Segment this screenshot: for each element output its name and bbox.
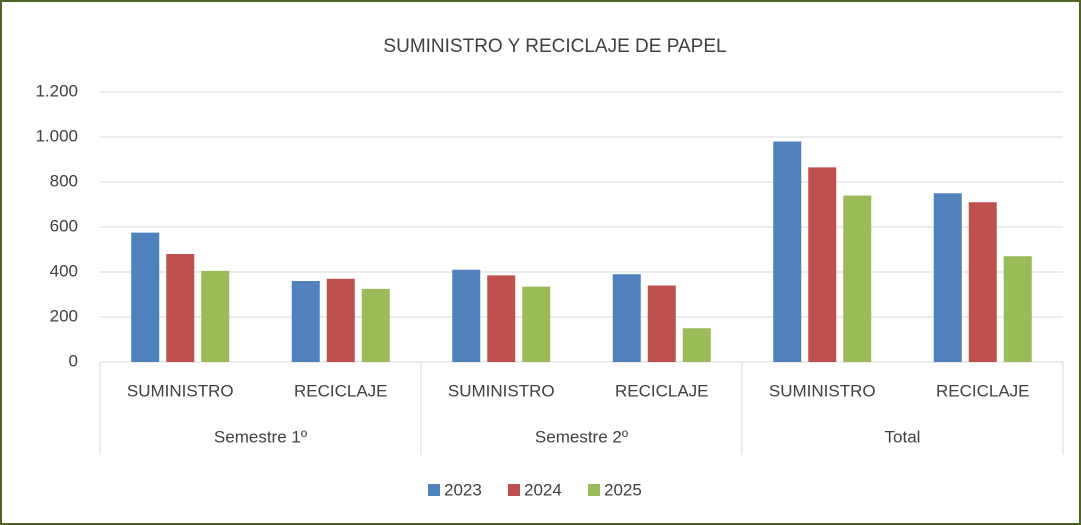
y-tick-label: 800	[50, 171, 78, 190]
bar	[131, 232, 160, 362]
bar	[291, 281, 320, 362]
bar	[487, 275, 516, 362]
bar	[808, 167, 837, 362]
bar	[1003, 256, 1032, 362]
bar	[326, 278, 355, 362]
group-label: Semestre 2º	[535, 427, 628, 446]
legend-swatch	[508, 484, 520, 496]
x-tick-label: SUMINISTRO	[448, 381, 555, 400]
y-tick-label: 1.000	[35, 126, 78, 145]
x-tick-label: RECICLAJE	[936, 381, 1030, 400]
bar	[682, 328, 711, 362]
bar	[361, 288, 390, 362]
bar	[166, 254, 195, 362]
group-label: Total	[885, 427, 921, 446]
legend-label: 2025	[604, 480, 642, 499]
y-tick-label: 200	[50, 306, 78, 325]
y-tick-label: 0	[69, 351, 78, 370]
y-tick-label: 400	[50, 261, 78, 280]
bar	[968, 202, 997, 362]
y-tick-label: 1.200	[35, 81, 78, 100]
legend-swatch	[428, 484, 440, 496]
group-label: Semestre 1º	[214, 427, 307, 446]
bar	[933, 193, 962, 362]
x-tick-label: RECICLAJE	[615, 381, 709, 400]
legend-swatch	[588, 484, 600, 496]
x-tick-label: SUMINISTRO	[127, 381, 234, 400]
bar	[843, 195, 872, 362]
x-tick-label: RECICLAJE	[294, 381, 388, 400]
bar	[647, 285, 676, 362]
bar	[522, 286, 551, 362]
legend-label: 2023	[444, 480, 482, 499]
chart-title: SUMINISTRO Y RECICLAJE DE PAPEL	[383, 36, 726, 57]
x-tick-label: SUMINISTRO	[769, 381, 876, 400]
bar	[452, 269, 481, 362]
legend-label: 2024	[524, 480, 562, 499]
y-tick-label: 600	[50, 216, 78, 235]
bar	[612, 274, 641, 362]
bar	[201, 270, 230, 362]
bar	[773, 141, 802, 362]
